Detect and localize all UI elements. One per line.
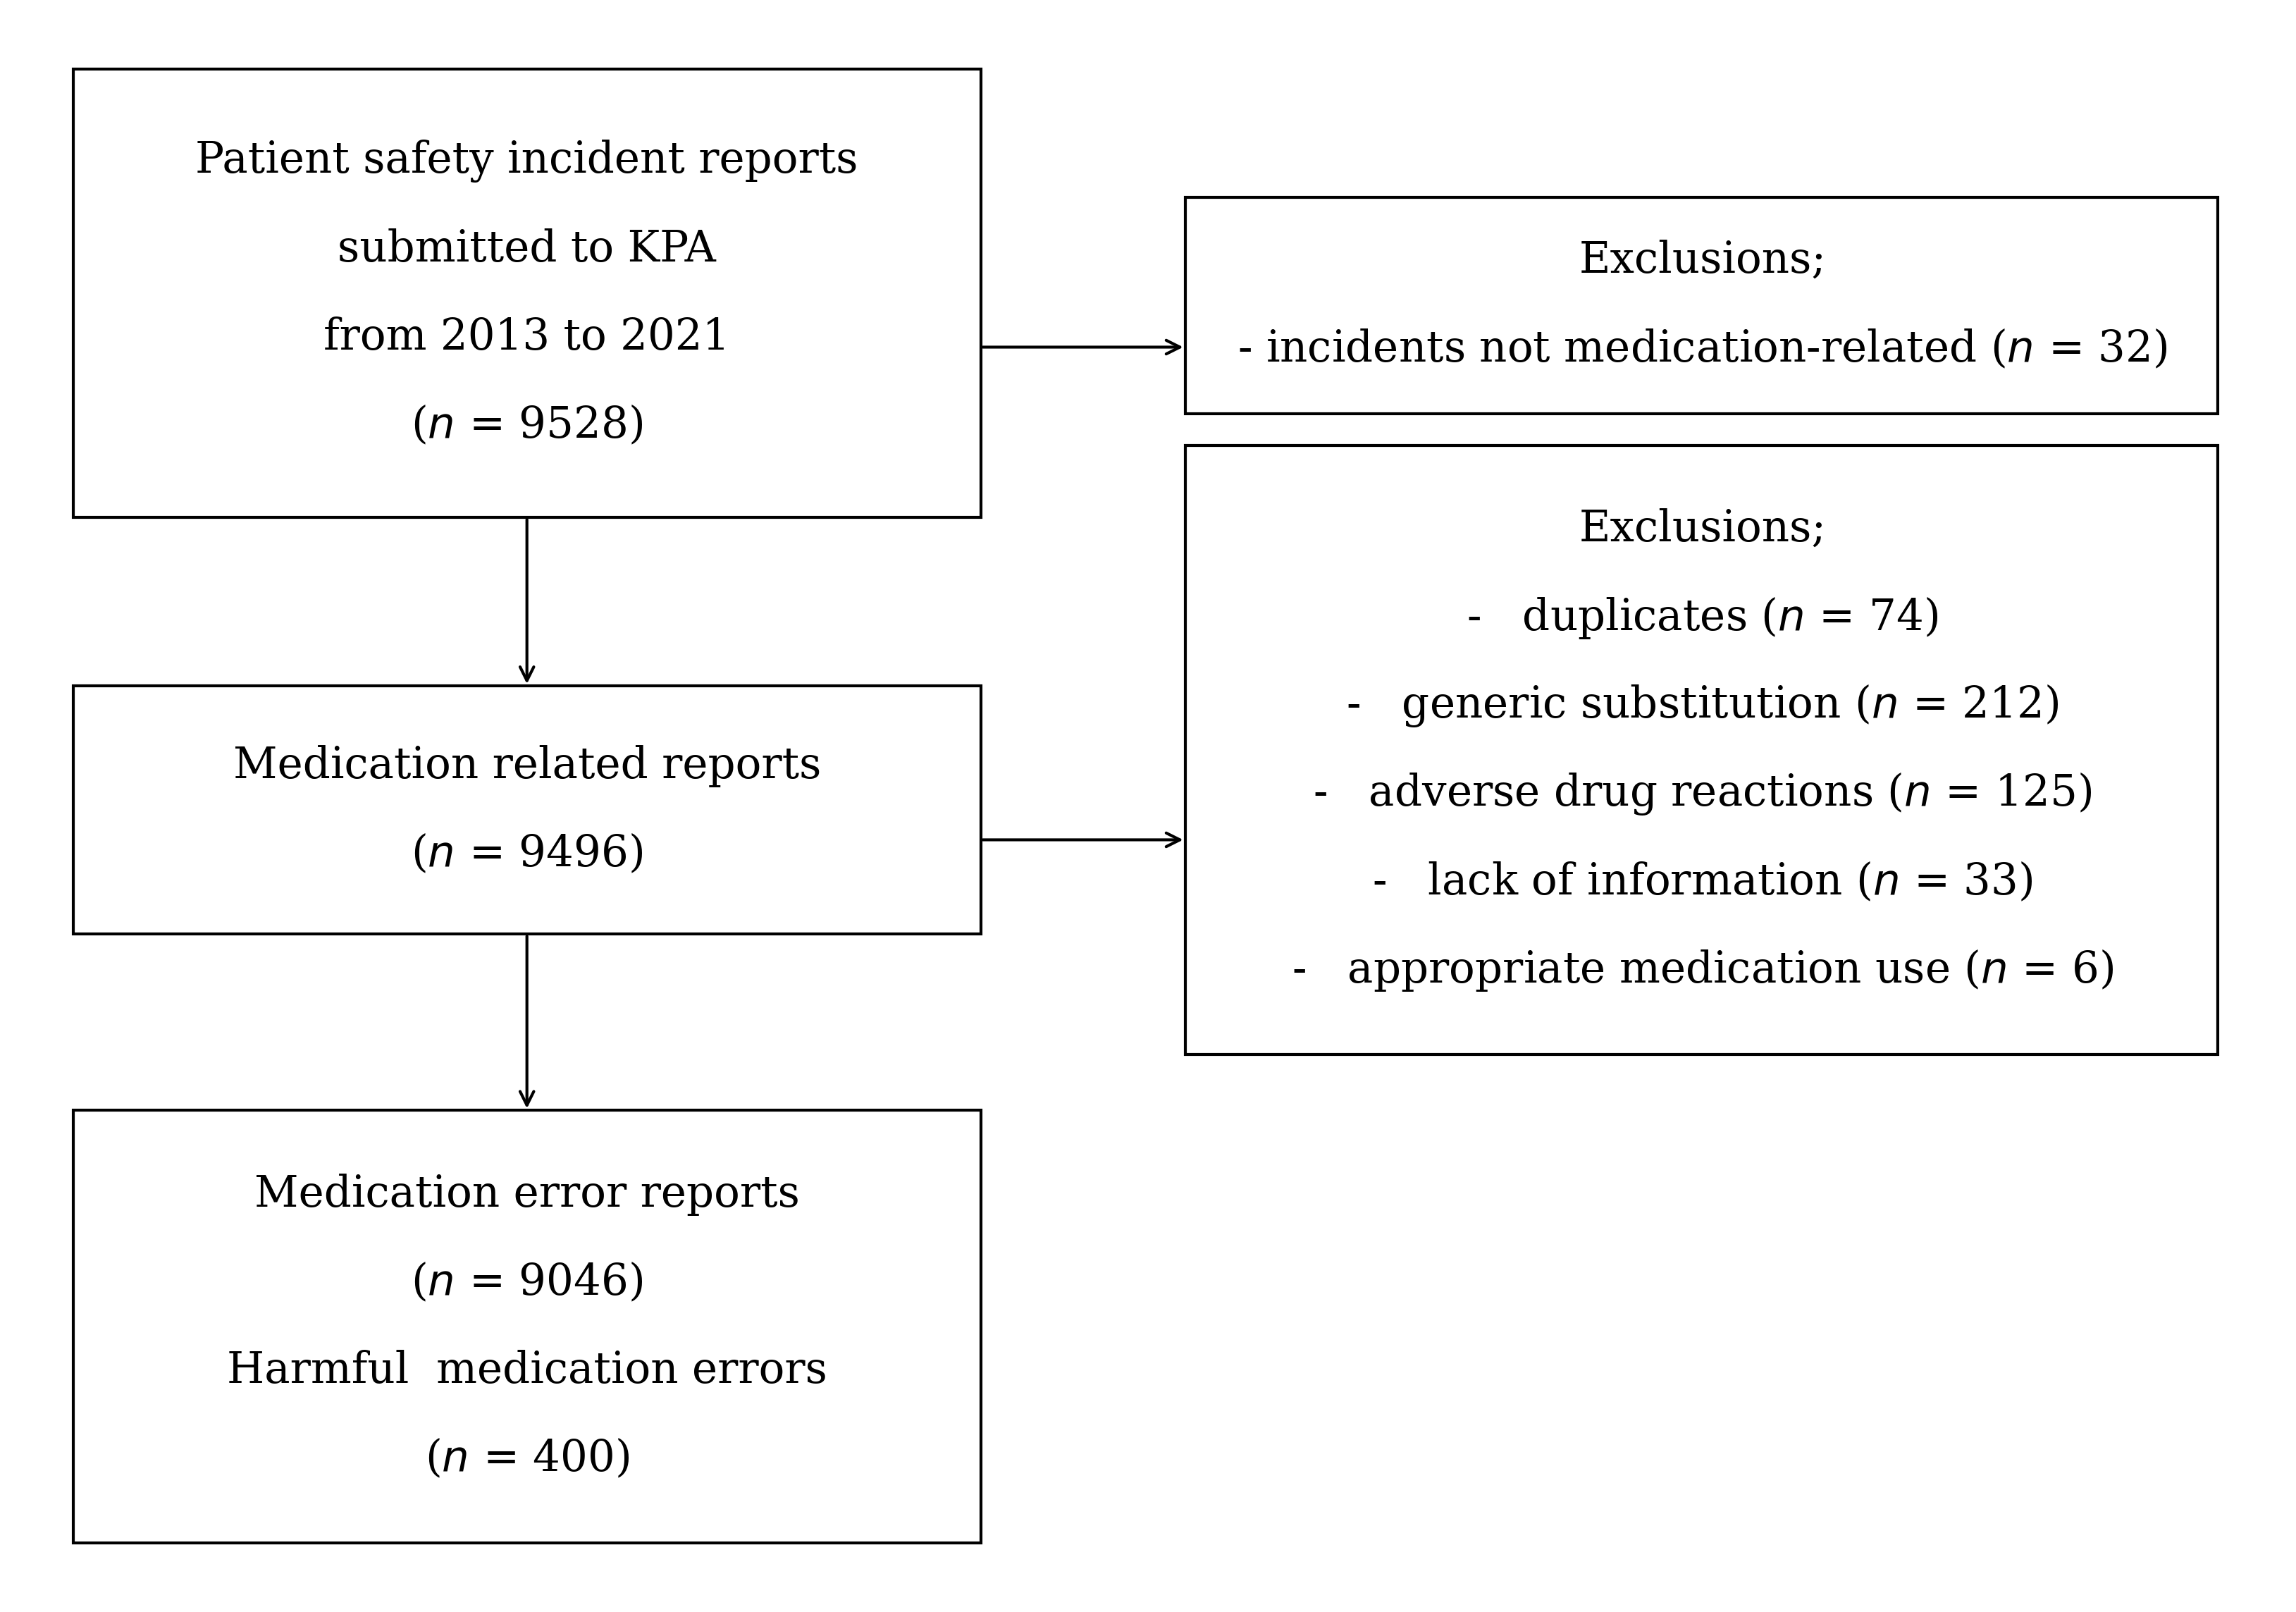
Text: -   lack of information ($n$ = 33): - lack of information ($n$ = 33) — [1373, 861, 2032, 904]
Text: from 2013 to 2021: from 2013 to 2021 — [324, 316, 730, 358]
Text: Harmful  medication errors: Harmful medication errors — [227, 1349, 827, 1391]
FancyBboxPatch shape — [1185, 445, 2218, 1054]
FancyBboxPatch shape — [73, 685, 980, 935]
Text: ($n$ = 9496): ($n$ = 9496) — [411, 832, 643, 875]
Text: submitted to KPA: submitted to KPA — [338, 227, 716, 271]
Text: - incidents not medication-related ($n$ = 32): - incidents not medication-related ($n$ … — [1238, 327, 2167, 371]
FancyBboxPatch shape — [1185, 197, 2218, 413]
FancyBboxPatch shape — [73, 1111, 980, 1543]
Text: ($n$ = 9046): ($n$ = 9046) — [411, 1261, 643, 1304]
Text: ($n$ = 9528): ($n$ = 9528) — [411, 405, 643, 447]
Text: -   generic substitution ($n$ = 212): - generic substitution ($n$ = 212) — [1345, 682, 2060, 729]
Text: -   adverse drug reactions ($n$ = 125): - adverse drug reactions ($n$ = 125) — [1313, 771, 2092, 817]
Text: Medication error reports: Medication error reports — [255, 1174, 799, 1215]
Text: Patient safety incident reports: Patient safety incident reports — [195, 140, 859, 182]
Text: Exclusions;: Exclusions; — [1580, 240, 1825, 282]
Text: -   duplicates ($n$ = 74): - duplicates ($n$ = 74) — [1467, 595, 1938, 640]
FancyBboxPatch shape — [73, 69, 980, 517]
Text: -   appropriate medication use ($n$ = 6): - appropriate medication use ($n$ = 6) — [1293, 948, 2115, 993]
Text: Medication related reports: Medication related reports — [232, 745, 822, 787]
Text: Exclusions;: Exclusions; — [1580, 508, 1825, 551]
Text: ($n$ = 400): ($n$ = 400) — [425, 1438, 629, 1480]
